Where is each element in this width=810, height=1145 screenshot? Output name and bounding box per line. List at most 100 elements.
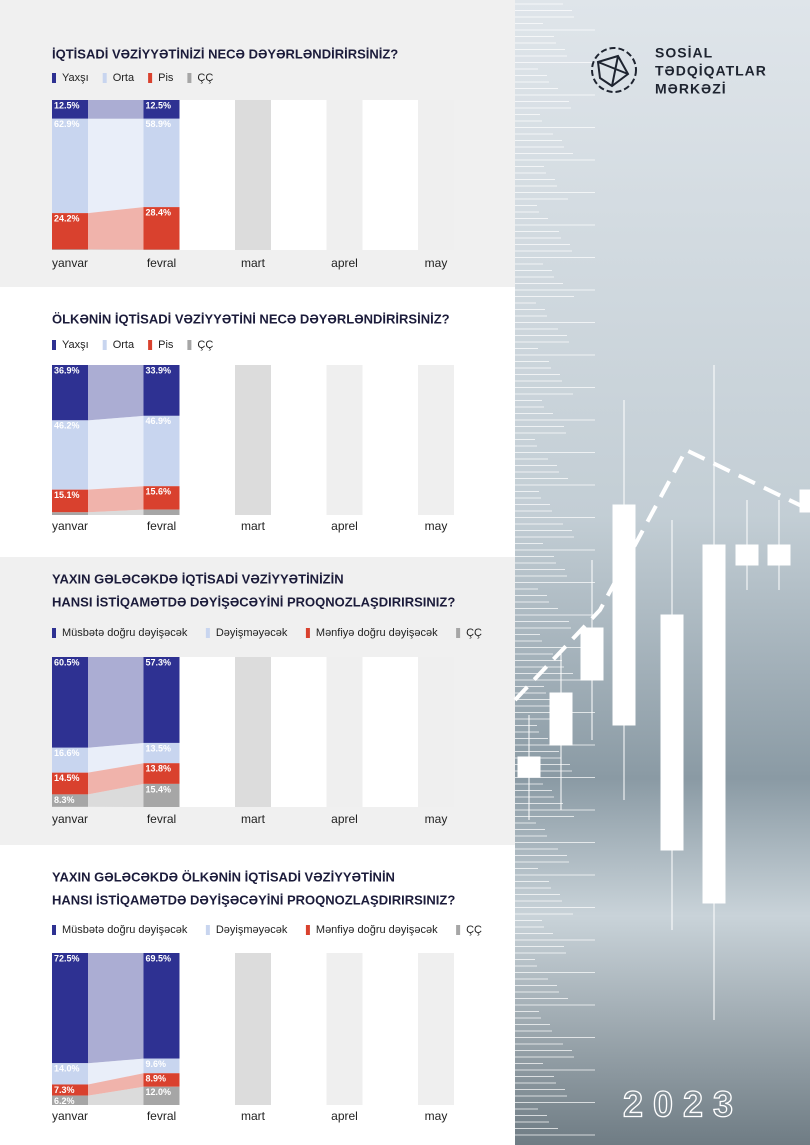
- x-tick-label: fevral: [147, 256, 176, 270]
- bar-segment: [52, 1095, 88, 1105]
- value-label: 33.9%: [146, 365, 172, 375]
- flow-band: [88, 486, 144, 513]
- flow-band: [88, 657, 144, 748]
- legend-label: Müsbətə doğru dəyişəcək: [62, 924, 188, 936]
- value-label: 7.3%: [54, 1085, 75, 1095]
- empty-column: [418, 657, 454, 807]
- value-label: 15.1%: [54, 490, 80, 500]
- bar-segment: [143, 1073, 180, 1087]
- value-label: 57.3%: [146, 657, 172, 667]
- x-tick-label: yanvar: [52, 1109, 88, 1123]
- bar-segment: [52, 747, 88, 773]
- flow-band: [88, 742, 144, 773]
- legend-swatch: [305, 628, 310, 638]
- legend-swatch: [187, 73, 192, 83]
- empty-column: [235, 365, 271, 515]
- legend-label: Orta: [113, 339, 135, 351]
- chart-title: YAXIN GƏLƏCƏKDƏ İQTİSADİ VƏZİYYƏTİNİZİN: [52, 571, 344, 586]
- empty-column: [326, 100, 363, 250]
- chart: YAXIN GƏLƏCƏKDƏ İQTİSADİ VƏZİYYƏTİNİZİN H…: [52, 571, 482, 826]
- brand-line: MƏRKƏZİ: [655, 81, 727, 97]
- empty-column: [418, 100, 454, 250]
- empty-column: [418, 365, 454, 515]
- empty-column: [326, 953, 363, 1105]
- legend-label: Pis: [158, 72, 174, 84]
- bar-segment: [143, 783, 180, 807]
- value-label: 62.9%: [54, 119, 80, 129]
- legend-swatch: [456, 628, 461, 638]
- flow-band: [88, 100, 144, 119]
- brand-line: TƏDQİQATLAR: [655, 63, 767, 79]
- flow-band: [88, 1058, 144, 1085]
- bar-segment: [52, 365, 88, 421]
- empty-column: [326, 657, 363, 807]
- x-tick-label: aprel: [331, 1109, 358, 1123]
- value-label: 12.0%: [146, 1087, 172, 1097]
- legend-swatch: [305, 925, 310, 935]
- legend-swatch: [187, 340, 192, 350]
- legend-swatch: [148, 73, 153, 83]
- flow-band: [88, 1086, 144, 1105]
- x-tick-label: yanvar: [52, 256, 88, 270]
- bar-segment: [143, 415, 180, 487]
- empty-column: [235, 953, 271, 1105]
- side-panel: [515, 0, 810, 1145]
- legend-label: Dəyişməyəcək: [216, 924, 288, 936]
- flow-band: [88, 207, 144, 250]
- value-label: 24.2%: [54, 213, 80, 223]
- value-label: 69.5%: [146, 953, 172, 963]
- x-tick-label: fevral: [147, 1109, 176, 1123]
- value-label: 15.6%: [146, 487, 172, 497]
- value-label: 8.3%: [54, 795, 75, 805]
- legend-swatch: [52, 925, 56, 935]
- bar-segment: [143, 365, 180, 416]
- x-tick-label: mart: [241, 1109, 266, 1123]
- x-tick-label: mart: [241, 812, 266, 826]
- value-label: 8.9%: [146, 1074, 167, 1084]
- value-label: 13.5%: [146, 743, 172, 753]
- chart-title: HANSI İSTİQAMƏTDƏ DƏYİŞƏCƏYİNİ PROQNOZLA…: [52, 892, 455, 907]
- legend-swatch: [205, 628, 210, 638]
- brand-line: SOSİAL: [655, 45, 713, 61]
- x-tick-label: fevral: [147, 812, 176, 826]
- value-label: 60.5%: [54, 657, 80, 667]
- bar-segment: [52, 100, 88, 119]
- bar-segment: [143, 1058, 180, 1074]
- value-label: 6.2%: [54, 1096, 75, 1106]
- value-label: 12.5%: [146, 100, 172, 110]
- legend-swatch: [52, 73, 56, 83]
- empty-column: [418, 953, 454, 1105]
- value-label: 46.9%: [146, 416, 172, 426]
- value-label: 15.4%: [146, 784, 172, 794]
- legend-swatch: [148, 340, 153, 350]
- value-label: 16.6%: [54, 748, 80, 758]
- ruler: [515, 3, 595, 1136]
- value-label: 36.9%: [54, 365, 80, 375]
- value-label: 58.9%: [146, 119, 172, 129]
- x-tick-label: yanvar: [52, 812, 88, 826]
- bar-segment: [52, 118, 88, 214]
- value-label: 28.4%: [146, 207, 172, 217]
- bar-segment: [143, 207, 180, 250]
- chart: İQTİSADİ VƏZİYYƏTİNİZİ NECƏ DƏYƏRLƏNDİRİ…: [52, 46, 454, 270]
- bar-segment: [143, 100, 180, 119]
- chart: ÖLKƏNİN İQTİSADİ VƏZİYYƏTİNİ NECƏ DƏYƏRL…: [52, 311, 454, 533]
- bar-segment: [52, 512, 88, 515]
- x-tick-label: mart: [241, 256, 266, 270]
- value-label: 9.6%: [146, 1059, 167, 1069]
- legend-label: ÇÇ: [466, 924, 482, 936]
- flow-band: [88, 1073, 144, 1096]
- x-tick-label: may: [425, 519, 448, 533]
- x-tick-label: fevral: [147, 519, 176, 533]
- bar-segment: [52, 420, 88, 490]
- flow-band: [88, 118, 144, 214]
- x-tick-label: mart: [241, 519, 266, 533]
- trend-line: [513, 447, 810, 702]
- legend-swatch: [205, 925, 210, 935]
- flow-band: [88, 509, 144, 515]
- legend-swatch: [456, 925, 461, 935]
- empty-column: [235, 657, 271, 807]
- empty-column: [235, 100, 271, 250]
- flow-band: [88, 365, 144, 421]
